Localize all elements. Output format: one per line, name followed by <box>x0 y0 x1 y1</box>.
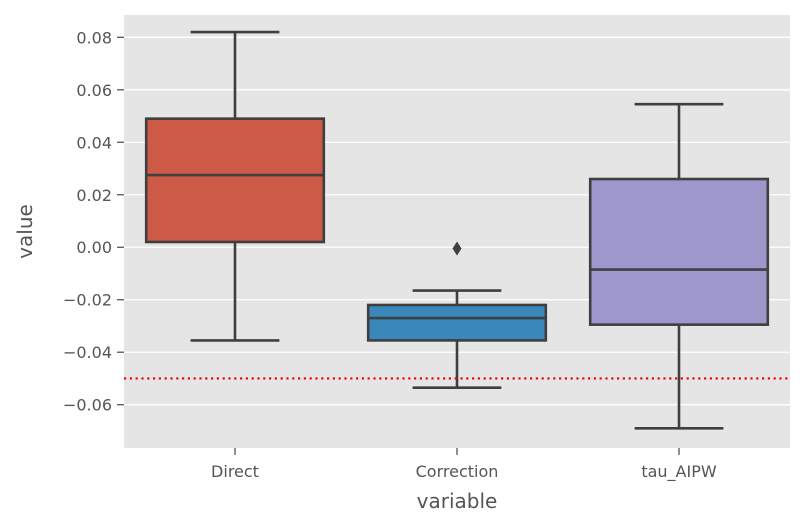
y-tick-label: 0.00 <box>76 238 112 257</box>
y-tick-label: 0.02 <box>76 186 112 205</box>
outlier-marker <box>452 241 462 256</box>
box-tau_AIPW <box>588 102 770 430</box>
box-body <box>366 303 548 342</box>
y-tick-label: 0.04 <box>76 133 112 152</box>
y-axis-label: value <box>13 204 37 259</box>
box-Correction <box>366 241 548 389</box>
y-tick-label: 0.08 <box>76 28 112 47</box>
y-tick-label: −0.06 <box>63 396 112 415</box>
y-tick-label: −0.02 <box>63 291 112 310</box>
y-axis-ticks: −0.06 −0.04 −0.02 0.00 0.02 0.04 0.06 0.08 <box>63 28 124 415</box>
box-body <box>144 117 326 244</box>
boxes <box>144 30 770 430</box>
x-tick-label: Correction <box>416 462 499 481</box>
y-tick-label: −0.04 <box>63 343 112 362</box>
box-body <box>588 177 770 326</box>
x-axis-ticks: Direct Correction tau_AIPW <box>211 448 717 482</box>
x-tick-label: tau_AIPW <box>641 462 717 482</box>
x-tick-label: Direct <box>211 462 259 481</box>
box-Direct <box>144 30 326 342</box>
x-axis-label: variable <box>417 489 498 513</box>
y-tick-label: 0.06 <box>76 81 112 100</box>
